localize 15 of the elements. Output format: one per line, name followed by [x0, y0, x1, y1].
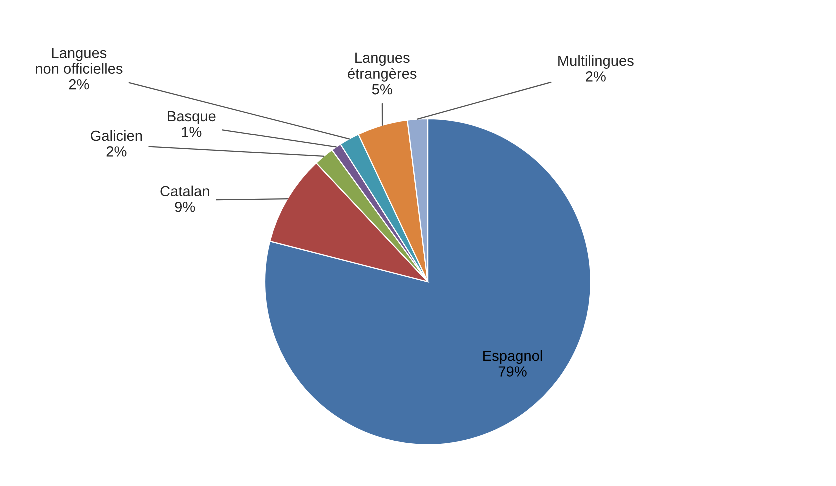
slice-label: Basque — [168, 111, 216, 124]
data-label: 9% — [175, 202, 196, 212]
slice-label: Langues non officielles — [36, 48, 123, 74]
data-label: 2% — [69, 79, 90, 90]
slice-label: Langues étrangères — [348, 52, 417, 82]
slice-label: Espagnol — [484, 350, 542, 364]
data-label: 2% — [586, 72, 606, 82]
pie-slice — [264, 118, 592, 446]
slice-label: Galicien — [91, 130, 142, 142]
data-label: 5% — [372, 84, 392, 95]
data-label: 79% — [498, 366, 527, 377]
data-label: 1% — [182, 127, 202, 138]
data-label: 2% — [106, 146, 127, 157]
slice-label: Multilingues — [558, 55, 634, 70]
slice-label: Catalan — [160, 186, 210, 197]
